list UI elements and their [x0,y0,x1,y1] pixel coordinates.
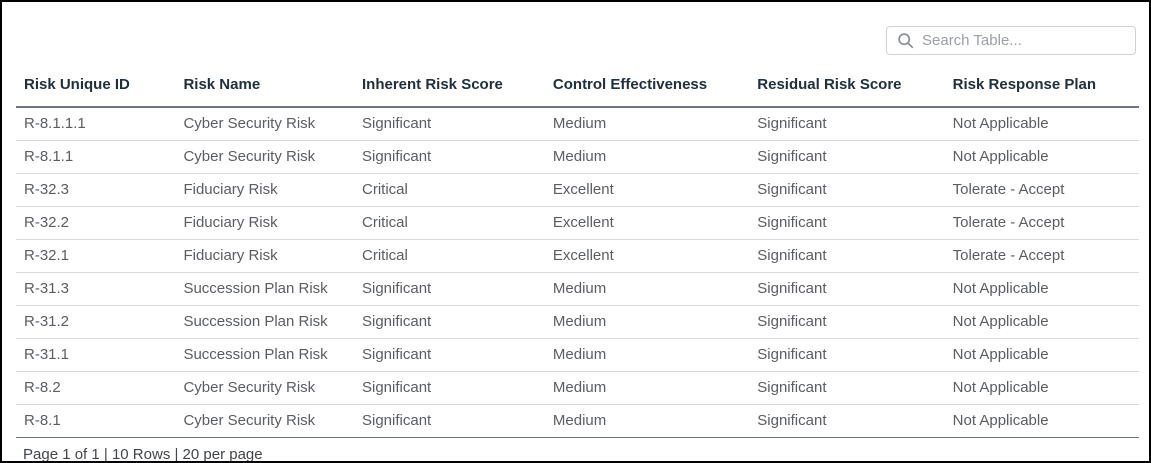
column-header[interactable]: Residual Risk Score [749,64,945,108]
table-cell: Succession Plan Risk [175,272,354,306]
table-cell: Significant [749,338,945,372]
table-cell: Excellent [544,173,750,207]
table-header-row: Risk Unique ID Risk Name Inherent Risk Sco… [16,64,1139,108]
table-cell: Significant [749,239,945,273]
table-cell: Significant [749,107,945,141]
column-header[interactable]: Control Effectiveness [544,64,750,108]
table-cell: Significant [354,404,545,438]
table-row[interactable]: R-31.1 Succession Plan Risk Significant Med… [16,338,1139,372]
table-row[interactable]: R-32.3 Fiduciary Risk Critical Excellent Sig… [16,173,1139,207]
table-cell: Significant [749,140,945,174]
table-cell: Significant [354,272,545,306]
risk-table: Risk Unique ID Risk Name Inherent Risk Sco… [16,64,1139,438]
table-row[interactable]: R-31.2 Succession Plan Risk Significant Med… [16,305,1139,339]
table-cell: Medium [544,371,750,405]
column-header[interactable]: Risk Response Plan [944,64,1139,108]
table-body: R-8.1.1.1 Cyber Security Risk Significant M… [16,107,1139,438]
table-cell: Significant [749,272,945,306]
table-cell: Medium [544,107,750,141]
table-cell: Succession Plan Risk [175,338,354,372]
column-header[interactable]: Inherent Risk Score [354,64,545,108]
table-cell: Medium [544,305,750,339]
table-cell: Medium [544,140,750,174]
table-cell: Significant [354,338,545,372]
table-cell: R-32.3 [16,173,176,207]
table-cell: Cyber Security Risk [175,371,354,405]
table-cell: R-32.2 [16,206,176,240]
table-cell: Medium [544,272,750,306]
table-cell: Not Applicable [944,305,1139,339]
table-row[interactable]: R-32.1 Fiduciary Risk Critical Excellent Sig… [16,239,1139,273]
table-cell: Fiduciary Risk [175,173,354,207]
table-row[interactable]: R-32.2 Fiduciary Risk Critical Excellent Sig… [16,206,1139,240]
table-cell: R-8.2 [16,371,176,405]
table-cell: R-8.1.1.1 [16,107,176,141]
table-cell: Critical [354,206,545,240]
table-cell: Not Applicable [944,107,1139,141]
table-row[interactable]: R-8.1 Cyber Security Risk Significant Mediu… [16,404,1139,438]
table-cell: Tolerate - Accept [944,206,1139,240]
table-cell: Significant [749,371,945,405]
pagination-status: Page 1 of 1 | 10 Rows | 20 per page [23,446,263,463]
table-cell: R-8.1.1 [16,140,176,174]
table-cell: Critical [354,239,545,273]
table-cell: Medium [544,338,750,372]
table-cell: Succession Plan Risk [175,305,354,339]
table-cell: Significant [749,404,945,438]
search-icon [897,32,914,49]
search-input[interactable] [922,32,1135,49]
table-toolbar [2,2,1149,64]
column-header[interactable]: Risk Name [175,64,354,108]
table-cell: Critical [354,173,545,207]
table-row[interactable]: R-8.1.1.1 Cyber Security Risk Significant M… [16,107,1139,141]
table-cell: Tolerate - Accept [944,239,1139,273]
table-cell: Fiduciary Risk [175,206,354,240]
table-cell: Cyber Security Risk [175,107,354,141]
table-cell: Significant [749,173,945,207]
table-cell: Significant [354,305,545,339]
column-header[interactable]: Risk Unique ID [16,64,176,108]
table-cell: Significant [749,305,945,339]
table-cell: Not Applicable [944,272,1139,306]
table-cell: Fiduciary Risk [175,239,354,273]
table-row[interactable]: R-8.1.1 Cyber Security Risk Significant Med… [16,140,1139,174]
table-cell: Not Applicable [944,140,1139,174]
table-cell: R-31.3 [16,272,176,306]
table-row[interactable]: R-31.3 Succession Plan Risk Significant Med… [16,272,1139,306]
table-cell: R-32.1 [16,239,176,273]
table-cell: Not Applicable [944,404,1139,438]
table-cell: R-8.1 [16,404,176,438]
table-row[interactable]: R-8.2 Cyber Security Risk Significant Mediu… [16,371,1139,405]
table-cell: Not Applicable [944,371,1139,405]
table-cell: Significant [749,206,945,240]
table-cell: Excellent [544,239,750,273]
table-cell: Excellent [544,206,750,240]
table-cell: Not Applicable [944,338,1139,372]
table-cell: Significant [354,107,545,141]
table-cell: Significant [354,140,545,174]
table-cell: Cyber Security Risk [175,404,354,438]
table-cell: Cyber Security Risk [175,140,354,174]
table-cell: Tolerate - Accept [944,173,1139,207]
search-box[interactable] [886,26,1136,55]
table-cell: Medium [544,404,750,438]
table-cell: R-31.2 [16,305,176,339]
table-cell: Significant [354,371,545,405]
table-cell: R-31.1 [16,338,176,372]
